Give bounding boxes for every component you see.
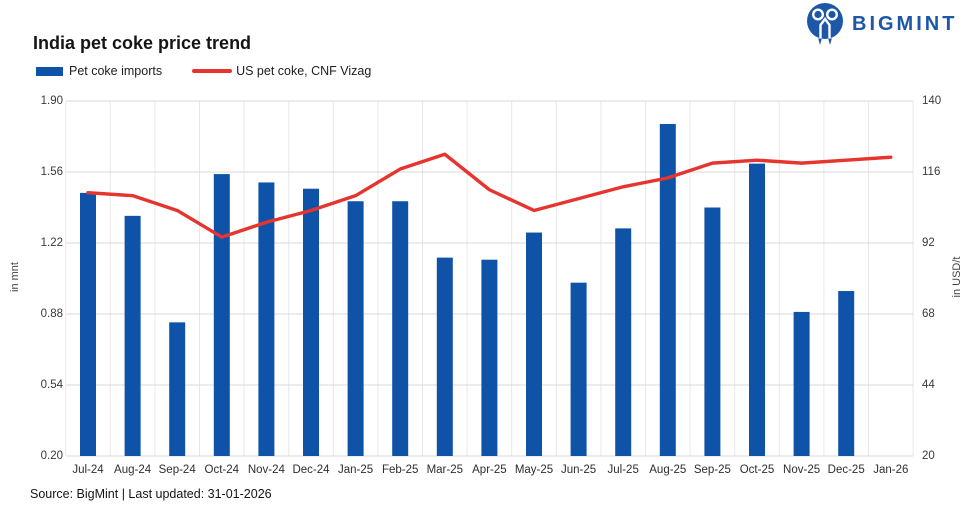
x-label-Mar-25: Mar-25 [426, 464, 464, 476]
bar-Nov-24 [258, 182, 275, 457]
y-right-tick-140: 140 [922, 95, 942, 107]
x-label-Dec-24: Dec-24 [292, 464, 330, 476]
x-label-Oct-24: Oct-24 [204, 464, 240, 476]
bar-Sep-24 [169, 322, 186, 456]
legend-item-pet-coke-imports: Pet coke imports [36, 64, 162, 78]
x-label-Jan-25: Jan-25 [338, 464, 374, 476]
x-label-Jul-24: Jul-24 [72, 464, 104, 476]
bar-Feb-25 [392, 201, 409, 456]
x-label-Dec-25: Dec-25 [827, 464, 865, 476]
x-label-Sep-25: Sep-25 [693, 464, 731, 476]
x-label-Aug-25: Aug-25 [649, 464, 687, 476]
bar-Oct-24 [213, 174, 230, 456]
x-label-Aug-24: Aug-24 [114, 464, 152, 476]
y-right-tick-116: 116 [922, 166, 941, 178]
y-axis-title-left: in mnt [9, 262, 21, 292]
bar-Jul-25 [615, 228, 632, 456]
bar-Nov-25 [793, 311, 810, 456]
bar-Jun-25 [570, 282, 587, 456]
bar-Dec-24 [303, 188, 319, 457]
bar-Mar-25 [436, 257, 453, 456]
legend-label-pet-coke-imports: Pet coke imports [69, 64, 163, 78]
x-label-Jul-25: Jul-25 [607, 464, 639, 476]
bar-Apr-25 [481, 259, 498, 456]
x-label-Jan-26: Jan-26 [873, 464, 909, 476]
bar-Aug-25 [659, 123, 676, 457]
y-right-tick-92: 92 [922, 237, 935, 249]
y-left-tick-0.20: 0.20 [40, 450, 63, 462]
line-us-pet-coke [86, 152, 893, 239]
y-right-tick-44: 44 [922, 379, 935, 391]
legend-label-us-pet-coke: US pet coke, CNF Vizag [236, 64, 372, 78]
x-label-Nov-25: Nov-25 [783, 464, 821, 476]
bigmint-logo: BIGMINT [805, 2, 957, 46]
y-left-tick-1.56: 1.56 [40, 166, 63, 178]
x-label-Nov-24: Nov-24 [247, 464, 285, 476]
legend-line-swatch [192, 69, 233, 73]
bar-Oct-25 [749, 163, 765, 456]
x-label-Feb-25: Feb-25 [381, 464, 419, 476]
legend: Pet coke imports US pet coke, CNF Vizag [36, 64, 371, 78]
bar-Jan-25 [347, 201, 364, 456]
y-left-tick-1.22: 1.22 [40, 237, 63, 249]
legend-bar-swatch [36, 66, 63, 76]
x-label-Sep-24: Sep-24 [158, 464, 196, 476]
x-label-Apr-25: Apr-25 [472, 464, 507, 476]
legend-item-us-pet-coke: US pet coke, CNF Vizag [192, 64, 371, 78]
bar-Dec-25 [838, 291, 855, 456]
bigmint-logo-text: BIGMINT [852, 12, 958, 35]
x-label-Oct-25: Oct-25 [739, 464, 775, 476]
bar-Aug-24 [124, 215, 141, 456]
y-left-tick-0.54: 0.54 [40, 379, 63, 391]
chart-title: India pet coke price trend [33, 33, 252, 53]
x-label-May-25: May-25 [514, 464, 554, 476]
bar-Sep-25 [704, 207, 721, 456]
y-right-tick-68: 68 [922, 308, 935, 320]
source-note: Source: BigMint | Last updated: 31-01-20… [30, 487, 272, 501]
y-right-tick-20: 20 [922, 450, 935, 462]
bar-Jul-24 [80, 192, 96, 456]
y-left-tick-1.90: 1.90 [40, 95, 63, 107]
bigmint-logo-icon [807, 3, 843, 45]
y-axis-title-right: in USD/t [951, 256, 963, 298]
x-label-Jun-25: Jun-25 [561, 464, 597, 476]
bar-May-25 [526, 232, 542, 456]
y-left-tick-0.88: 0.88 [40, 308, 63, 320]
